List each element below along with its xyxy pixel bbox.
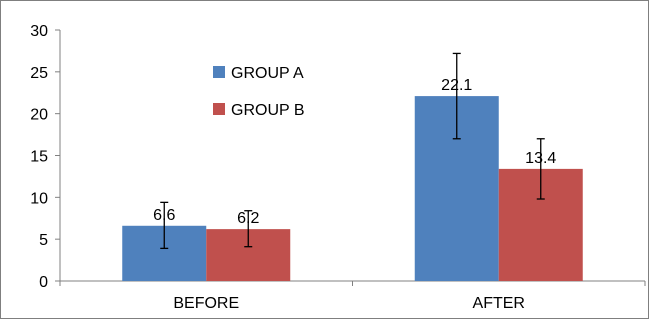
y-tick-label: 20 <box>30 107 48 124</box>
legend-swatch <box>213 66 225 78</box>
y-tick-label: 30 <box>30 23 48 40</box>
data-label: 13.4 <box>525 150 556 167</box>
data-label: 6.6 <box>153 207 175 224</box>
legend: GROUP A GROUP B <box>213 65 305 119</box>
data-labels: 6.6 22.1 6.2 13.4 <box>153 77 556 227</box>
axes: 0 5 10 15 20 25 30 BEFORE AFTER <box>30 23 646 312</box>
data-label: 6.2 <box>237 210 259 227</box>
y-tick-label: 0 <box>39 274 48 291</box>
x-category-label: BEFORE <box>173 295 239 312</box>
data-label: 22.1 <box>441 77 472 94</box>
legend-swatch <box>213 103 225 115</box>
bars <box>122 96 583 281</box>
x-category-label: AFTER <box>473 295 525 312</box>
y-tick-label: 15 <box>30 149 48 166</box>
legend-label: GROUP A <box>231 65 304 82</box>
legend-label: GROUP B <box>231 102 305 119</box>
y-tick-label: 5 <box>39 232 48 249</box>
error-bars <box>160 52 545 250</box>
y-tick-label: 25 <box>30 65 48 82</box>
y-tick-label: 10 <box>30 190 48 207</box>
